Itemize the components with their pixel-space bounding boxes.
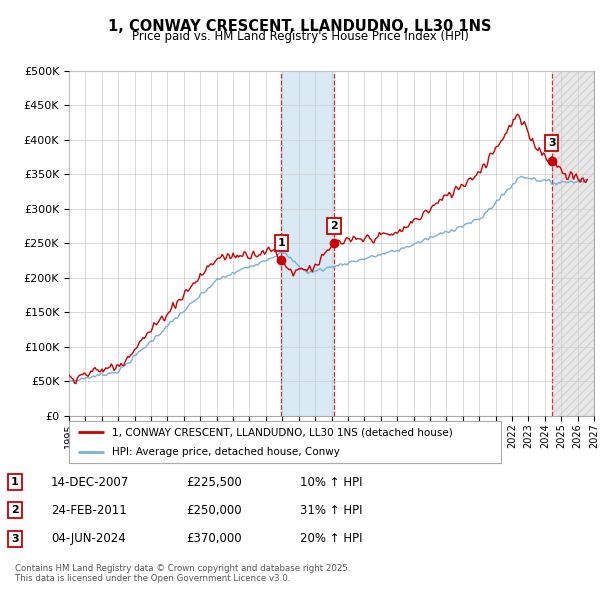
Text: £250,000: £250,000 bbox=[186, 504, 242, 517]
Text: £225,500: £225,500 bbox=[186, 476, 242, 489]
Text: 04-JUN-2024: 04-JUN-2024 bbox=[51, 532, 126, 545]
Text: HPI: Average price, detached house, Conwy: HPI: Average price, detached house, Conw… bbox=[112, 447, 340, 457]
Text: 2: 2 bbox=[11, 506, 19, 515]
Text: 3: 3 bbox=[11, 534, 19, 543]
Text: 1, CONWAY CRESCENT, LLANDUDNO, LL30 1NS: 1, CONWAY CRESCENT, LLANDUDNO, LL30 1NS bbox=[108, 19, 492, 34]
Text: Price paid vs. HM Land Registry's House Price Index (HPI): Price paid vs. HM Land Registry's House … bbox=[131, 30, 469, 43]
Text: 31% ↑ HPI: 31% ↑ HPI bbox=[300, 504, 362, 517]
Bar bbox=[552, 71, 594, 416]
Text: 2: 2 bbox=[330, 221, 338, 231]
Text: 1: 1 bbox=[11, 477, 19, 487]
Text: 24-FEB-2011: 24-FEB-2011 bbox=[51, 504, 127, 517]
Text: 1, CONWAY CRESCENT, LLANDUDNO, LL30 1NS (detached house): 1, CONWAY CRESCENT, LLANDUDNO, LL30 1NS … bbox=[112, 427, 453, 437]
Text: £370,000: £370,000 bbox=[186, 532, 242, 545]
Bar bbox=[552, 71, 594, 416]
Text: 20% ↑ HPI: 20% ↑ HPI bbox=[300, 532, 362, 545]
Text: 3: 3 bbox=[548, 138, 556, 148]
Text: 1: 1 bbox=[278, 238, 286, 248]
Text: Contains HM Land Registry data © Crown copyright and database right 2025.
This d: Contains HM Land Registry data © Crown c… bbox=[15, 563, 350, 583]
Bar bbox=[281, 71, 334, 416]
Text: 10% ↑ HPI: 10% ↑ HPI bbox=[300, 476, 362, 489]
Text: 14-DEC-2007: 14-DEC-2007 bbox=[51, 476, 129, 489]
